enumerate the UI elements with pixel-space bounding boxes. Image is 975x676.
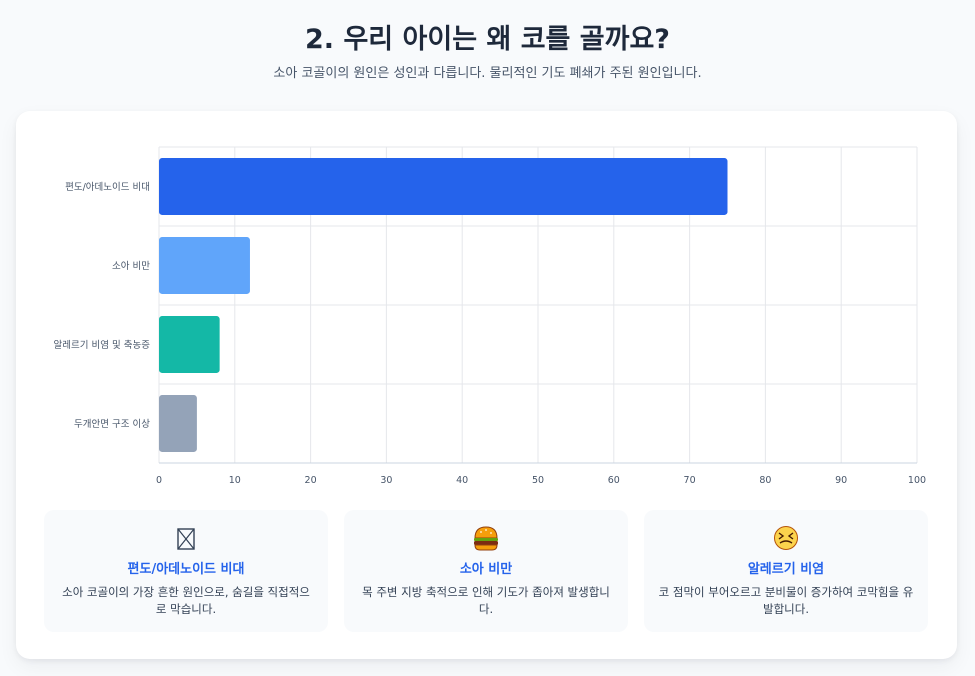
category-label: 알레르기 비염 및 축농증: [54, 339, 151, 351]
feature-card-allergy: 알레르기 비염 코 점막이 부어오르고 분비물이 증가하여 코막힘을 유발합니다…: [644, 510, 928, 632]
x-tick-label: 50: [532, 475, 544, 486]
category-label: 편도/아데노이드 비대: [65, 181, 150, 193]
category-label: 두개안면 구조 이상: [74, 419, 150, 430]
feature-card-obesity: 소아 비만 목 주변 지방 축적으로 인해 기도가 좁아져 발생합니다.: [344, 510, 628, 632]
feature-title: 소아 비만: [459, 562, 513, 577]
feature-description: 코 점막이 부어오르고 분비물이 증가하여 코막힘을 유발합니다.: [658, 585, 914, 616]
bar: [159, 237, 250, 294]
chart-card: 편도/아데노이드 비대 소아 비만 알레르기 비염 및 축농증 두개안면 구조 이상 0…: [16, 111, 957, 659]
page-title: 2. 우리 아이는 왜 코를 골까요?: [305, 24, 670, 55]
sneezing-face-icon: [644, 524, 928, 552]
feature-description: 목 주변 지방 축적으로 인해 기도가 좁아져 발생합니다.: [362, 585, 610, 616]
x-tick-label: 70: [684, 475, 696, 486]
x-tick-label: 60: [608, 475, 620, 486]
x-tick-label: 40: [456, 475, 468, 486]
feature-card-tonsil: 편도/아데노이드 비대 소아 코골이의 가장 흔한 원인으로, 숨길을 직접적으…: [44, 510, 328, 632]
x-tick-label: 90: [835, 475, 847, 486]
page-subtitle: 소아 코골이의 원인은 성인과 다릅니다. 물리적인 기도 폐쇄가 주된 원인입…: [273, 66, 702, 81]
x-tick-label: 100: [908, 475, 926, 486]
bar: [159, 395, 197, 452]
x-tick-label: 20: [305, 475, 317, 486]
bar: [159, 158, 728, 215]
page-header: 2. 우리 아이는 왜 코를 골까요? 소아 코골이의 원인은 성인과 다릅니다…: [0, 20, 975, 83]
feature-title: 알레르기 비염: [747, 562, 825, 577]
x-tick-label: 30: [380, 475, 392, 486]
category-label: 소아 비만: [112, 261, 150, 272]
feature-title: 편도/아데노이드 비대: [127, 562, 245, 577]
x-tick-label: 10: [229, 475, 241, 486]
tonsil-box-icon: [44, 524, 328, 552]
feature-description: 소아 코골이의 가장 흔한 원인으로, 숨길을 직접적으로 막습니다.: [62, 585, 310, 616]
x-tick-label: 80: [759, 475, 771, 486]
bar: [159, 316, 220, 373]
x-tick-label: 0: [156, 475, 162, 486]
burger-icon: [344, 524, 628, 552]
